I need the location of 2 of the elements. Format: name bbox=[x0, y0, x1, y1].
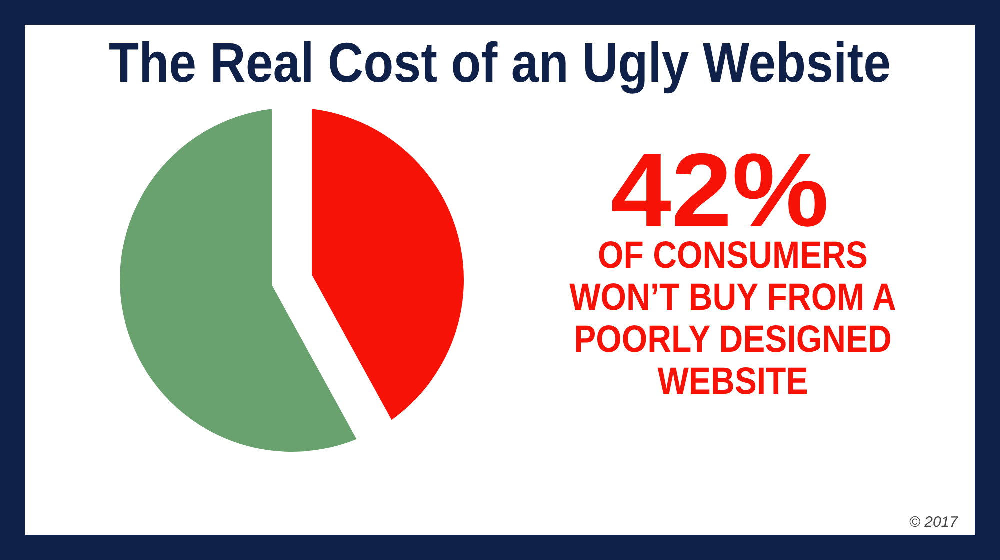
chart-title: The Real Cost of an Ugly Website bbox=[108, 32, 892, 95]
text: © 2017 bbox=[909, 514, 959, 531]
